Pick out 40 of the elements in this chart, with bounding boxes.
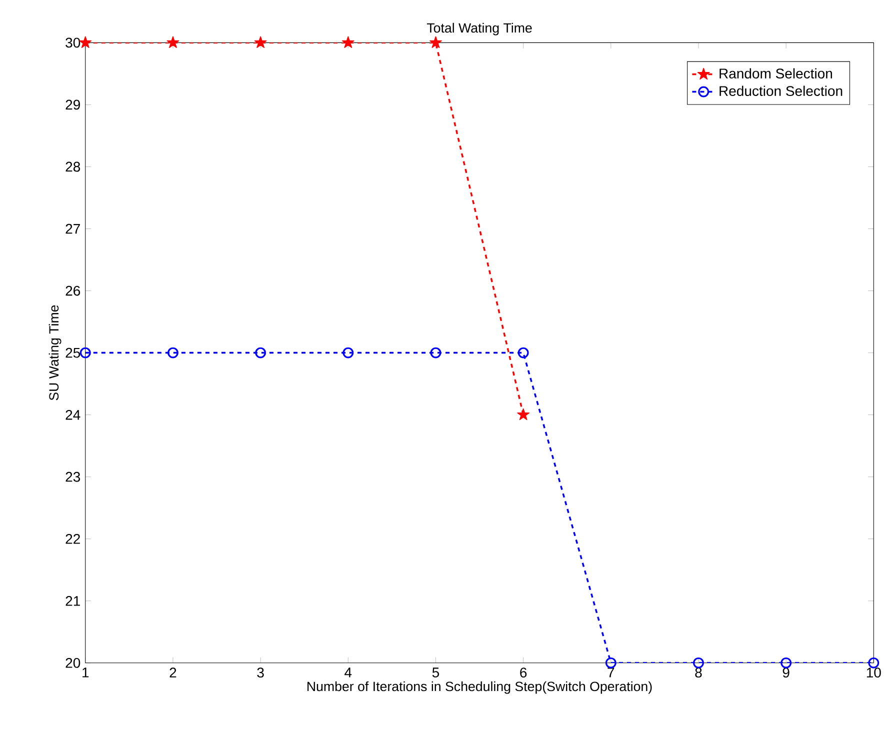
point (517, 408, 530, 420)
x-tick-label: 10 (866, 668, 881, 678)
y-axis-title: SU Wating Time (48, 306, 62, 400)
y-tick-label: 20 (66, 658, 80, 668)
x-tick-label: 3 (257, 668, 264, 678)
point (80, 348, 91, 358)
chart-title: Total Wating Time (426, 23, 532, 36)
x-tick-label: 4 (344, 668, 352, 678)
point (430, 348, 442, 358)
legend-label: Random Selection (720, 68, 832, 79)
y-tick-label: 27 (66, 224, 80, 234)
y-tick-label: 21 (66, 596, 80, 606)
point (430, 36, 442, 48)
x-tick-label: 1 (82, 668, 89, 678)
y-tick-label: 24 (66, 410, 80, 420)
y-tick-label: 29 (66, 100, 80, 110)
point (79, 36, 92, 48)
y-tick-label: 22 (66, 534, 80, 544)
x-tick-label: 8 (695, 668, 702, 678)
x-tick-label: 9 (782, 668, 790, 678)
y-tick-label: 28 (66, 162, 80, 172)
y-tick-label: 26 (66, 286, 80, 296)
x-tick-label: 2 (170, 668, 176, 678)
x-tick-label: 5 (432, 668, 440, 678)
point (518, 348, 529, 358)
y-tick-label: 25 (66, 348, 80, 358)
point (342, 36, 354, 48)
point (693, 658, 704, 669)
x-tick-label: 6 (520, 668, 527, 678)
point (605, 658, 616, 669)
point (342, 348, 354, 358)
point (166, 36, 180, 48)
y-tick-label: 30 (66, 38, 80, 48)
y-tick-label: 23 (66, 472, 80, 482)
x-axis-title: Number of Iterations in Scheduling Step(Switch Operation) (307, 682, 652, 694)
legend-label: Reduction Selection (720, 86, 842, 96)
point (780, 658, 792, 669)
point (167, 348, 178, 358)
point (255, 348, 266, 358)
point (254, 36, 267, 48)
